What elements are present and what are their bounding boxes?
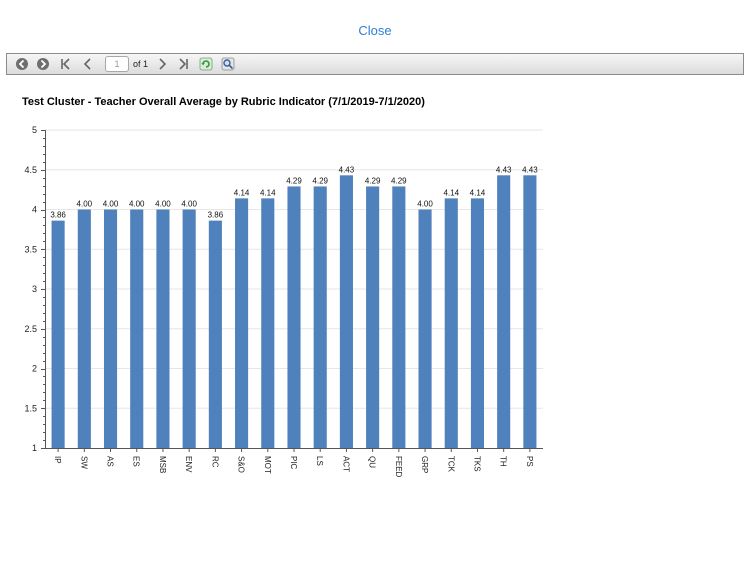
bar-value-label: 3.86 bbox=[208, 211, 224, 220]
bar-value-label: 4.00 bbox=[417, 200, 433, 209]
bar-value-label: 4.29 bbox=[312, 176, 328, 185]
bar bbox=[208, 220, 222, 448]
x-tick-label: TH bbox=[499, 456, 508, 467]
bar-value-label: 4.00 bbox=[129, 200, 145, 209]
last-page-icon[interactable] bbox=[175, 56, 191, 72]
bar-value-label: 4.43 bbox=[522, 165, 538, 174]
bar-value-label: 4.00 bbox=[155, 200, 171, 209]
page-count-label: of 1 bbox=[133, 59, 149, 69]
refresh-icon[interactable] bbox=[198, 56, 214, 72]
y-tick-label: 4.5 bbox=[24, 165, 37, 175]
bar-value-label: 4.14 bbox=[470, 188, 486, 197]
bar-value-label: 3.86 bbox=[50, 211, 66, 220]
x-tick-label: MOT bbox=[263, 456, 272, 474]
bar bbox=[392, 186, 406, 448]
bar-value-label: 4.29 bbox=[286, 176, 302, 185]
next-page-icon[interactable] bbox=[154, 56, 170, 72]
y-tick-label: 2.5 bbox=[24, 324, 37, 334]
x-tick-label: MSB bbox=[158, 456, 167, 473]
zoom-icon[interactable] bbox=[220, 56, 236, 72]
x-tick-label: ES bbox=[132, 456, 141, 467]
bar-value-label: 4.43 bbox=[339, 165, 355, 174]
x-tick-label: RC bbox=[210, 456, 219, 468]
bar-value-label: 4.00 bbox=[103, 200, 119, 209]
bar bbox=[470, 198, 485, 448]
bar bbox=[261, 198, 275, 448]
bar bbox=[287, 186, 301, 448]
bar bbox=[418, 209, 432, 448]
x-tick-label: GRP bbox=[420, 456, 429, 473]
chart-title: Test Cluster - Teacher Overall Average b… bbox=[22, 96, 425, 108]
bar bbox=[156, 209, 170, 448]
bar bbox=[313, 186, 327, 448]
bar bbox=[497, 175, 511, 448]
bar bbox=[366, 186, 380, 448]
x-tick-label: SW bbox=[79, 456, 88, 469]
bar-value-label: 4.29 bbox=[391, 176, 407, 185]
bar bbox=[182, 209, 196, 448]
y-tick-label: 5 bbox=[32, 125, 37, 135]
close-button[interactable]: Close bbox=[358, 23, 392, 38]
bar-value-label: 4.00 bbox=[77, 200, 93, 209]
y-tick-label: 4 bbox=[32, 205, 37, 215]
x-tick-label: LS bbox=[315, 456, 324, 466]
x-tick-label: FEED bbox=[394, 456, 403, 478]
bar-value-label: 4.14 bbox=[443, 188, 459, 197]
bar-value-label: 4.43 bbox=[496, 165, 512, 174]
first-page-icon[interactable] bbox=[58, 56, 74, 72]
x-tick-label: IP bbox=[53, 456, 62, 464]
x-tick-label: QU bbox=[368, 456, 377, 468]
bar bbox=[523, 175, 537, 448]
report-toolbar: 1 of 1 bbox=[6, 53, 744, 75]
x-tick-label: ACT bbox=[341, 456, 350, 472]
forward-icon[interactable] bbox=[35, 56, 51, 72]
bar-value-label: 4.14 bbox=[234, 188, 250, 197]
bar bbox=[103, 209, 118, 448]
bar bbox=[130, 209, 144, 448]
x-tick-label: PIC bbox=[289, 456, 298, 470]
bar-value-label: 4.14 bbox=[260, 188, 276, 197]
x-tick-label: TKS bbox=[472, 456, 481, 472]
prev-page-icon[interactable] bbox=[80, 56, 96, 72]
y-tick-label: 1.5 bbox=[24, 403, 37, 413]
bar bbox=[51, 220, 65, 448]
x-tick-label: TCK bbox=[446, 456, 455, 473]
y-tick-label: 2 bbox=[32, 364, 37, 374]
x-tick-label: S&O bbox=[237, 456, 246, 473]
bar bbox=[77, 209, 91, 448]
y-tick-label: 3.5 bbox=[24, 244, 37, 254]
page-number-input[interactable]: 1 bbox=[105, 56, 129, 72]
x-tick-label: PS bbox=[525, 456, 534, 467]
back-icon[interactable] bbox=[14, 56, 30, 72]
x-tick-label: ENV bbox=[184, 456, 193, 473]
bar bbox=[235, 198, 249, 448]
bar bbox=[339, 175, 353, 448]
bar-value-label: 4.29 bbox=[365, 176, 381, 185]
y-tick-label: 3 bbox=[32, 284, 37, 294]
y-tick-label: 1 bbox=[32, 443, 37, 453]
bar-value-label: 4.00 bbox=[181, 200, 197, 209]
bar bbox=[444, 198, 458, 448]
x-tick-label: AS bbox=[106, 456, 115, 467]
